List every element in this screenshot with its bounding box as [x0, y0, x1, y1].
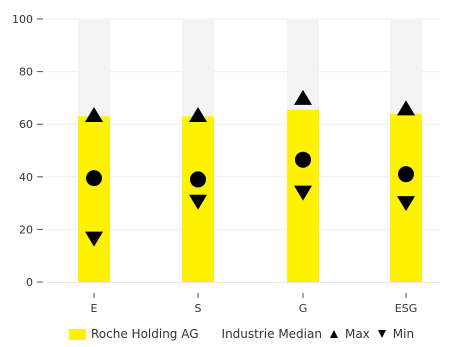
x-tick-label: G [299, 302, 308, 315]
min-marker [189, 194, 207, 210]
legend-label-max: Max [344, 327, 370, 341]
median-marker [398, 166, 414, 183]
median-marker [190, 171, 206, 188]
circle-icon [207, 330, 216, 339]
max-marker [85, 106, 103, 122]
bar [78, 116, 110, 282]
legend-swatch-company [69, 328, 86, 340]
median-marker [295, 151, 311, 168]
y-tick-label: 100 [12, 13, 33, 26]
legend-label-company: Roche Holding AG [91, 327, 199, 341]
legend-item-median[interactable]: Industrie Median [207, 327, 322, 341]
x-tick-label: E [91, 302, 98, 315]
legend-label-min: Min [392, 327, 415, 341]
y-tick-label: 80 [19, 66, 33, 79]
y-tick-label: 40 [19, 171, 33, 184]
legend-item-max[interactable]: Max [329, 327, 370, 341]
legend-item-company[interactable]: Roche Holding AG [69, 327, 199, 341]
legend: Roche Holding AG Industrie Median Max Mi… [69, 326, 422, 342]
x-tick-label: ESG [395, 302, 417, 315]
max-marker [189, 106, 207, 122]
triangle-down-icon [377, 330, 386, 338]
y-tick-label: 60 [19, 118, 33, 131]
triangle-up-icon [329, 330, 338, 338]
legend-label-median: Industrie Median [221, 327, 322, 341]
x-tick-label: S [195, 302, 202, 315]
min-marker [397, 196, 415, 212]
y-tick-label: 0 [26, 276, 33, 289]
min-marker [294, 185, 312, 201]
max-marker [397, 100, 415, 116]
y-tick-label: 20 [19, 223, 33, 236]
max-marker [294, 89, 312, 105]
median-marker [86, 170, 102, 187]
legend-item-min[interactable]: Min [377, 327, 415, 341]
min-marker [85, 231, 103, 247]
